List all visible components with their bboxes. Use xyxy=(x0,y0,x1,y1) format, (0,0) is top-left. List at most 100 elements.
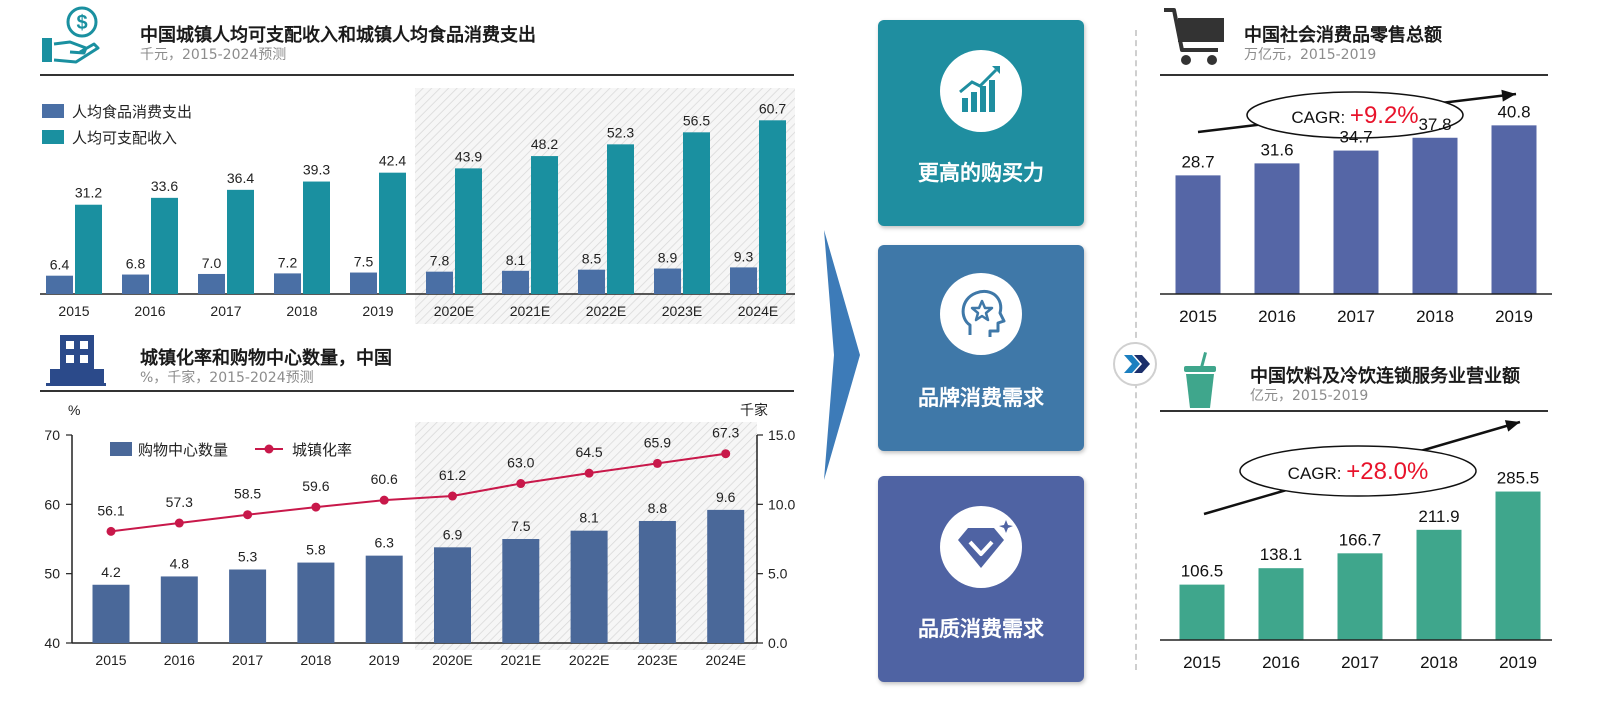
bar-income xyxy=(607,144,634,294)
x-tick-label: 2019 xyxy=(362,303,393,319)
data-label-urbanization: 63.0 xyxy=(507,455,534,471)
x-tick-label: 2016 xyxy=(164,652,195,668)
beverage-data-label: 106.5 xyxy=(1181,562,1224,581)
card-label-purchasing-power: 更高的购买力 xyxy=(918,161,1044,185)
data-label-urbanization: 64.5 xyxy=(575,444,602,460)
x-tick-label: 2015 xyxy=(1179,307,1217,326)
legend-swatch-income xyxy=(42,130,64,144)
data-label-income: 48.2 xyxy=(531,136,558,152)
data-label-urbanization: 65.9 xyxy=(644,434,671,450)
data-label-mall: 4.8 xyxy=(170,555,190,571)
bar-mall-count xyxy=(92,584,130,643)
beverage-bar xyxy=(1416,529,1462,640)
x-tick-label: 2015 xyxy=(58,303,89,319)
x-tick-label: 2016 xyxy=(134,303,165,319)
data-label-food: 7.0 xyxy=(202,255,222,271)
right-y-tick-label: 15.0 xyxy=(768,427,795,443)
bar-income xyxy=(303,181,330,294)
x-tick-label: 2024E xyxy=(738,303,778,319)
bar-income xyxy=(683,132,710,294)
bar-food xyxy=(46,275,73,294)
bar-income xyxy=(759,120,786,294)
panel2-divider xyxy=(40,390,794,392)
data-label-food: 7.8 xyxy=(430,253,450,269)
retail-bar xyxy=(1333,150,1379,294)
beverage-bar xyxy=(1258,568,1304,640)
card-quality-demand: 品质消费需求 xyxy=(878,476,1084,682)
head-star-icon xyxy=(961,290,1006,337)
legend-label-urban: 城镇化率 xyxy=(292,442,352,459)
beverage-data-label: 285.5 xyxy=(1497,469,1540,488)
beverage-data-label: 138.1 xyxy=(1260,545,1303,564)
beverage-bar xyxy=(1495,491,1541,640)
x-tick-label: 2017 xyxy=(1341,653,1379,672)
urbanization-marker xyxy=(652,458,662,468)
urbanization-marker xyxy=(721,449,731,459)
bar-food xyxy=(730,267,757,294)
bar-food xyxy=(350,272,377,294)
x-tick-label: 2022E xyxy=(586,303,626,319)
retail-bar xyxy=(1412,137,1458,294)
bar-mall-count xyxy=(502,539,540,643)
bar-food xyxy=(654,268,681,294)
legend-label-food: 人均食品消费支出 xyxy=(72,104,192,121)
x-tick-label: 2019 xyxy=(1495,307,1533,326)
bar-food xyxy=(426,271,453,294)
retail-data-label: 31.6 xyxy=(1260,140,1293,159)
building-icon xyxy=(46,335,106,386)
diamond-icon xyxy=(958,520,1013,568)
drink-cup-icon xyxy=(1184,352,1216,408)
bar-food xyxy=(578,269,605,294)
panel3-title: 中国社会消费品零售总额 xyxy=(1244,25,1442,46)
cagr-badge xyxy=(1239,445,1477,497)
bar-mall-count xyxy=(297,562,335,643)
data-label-urbanization: 67.3 xyxy=(712,425,739,441)
data-label-mall: 6.9 xyxy=(443,526,463,542)
right-y-tick-label: 0.0 xyxy=(768,635,788,651)
panel1-divider xyxy=(40,74,794,76)
x-tick-label: 2015 xyxy=(1183,653,1221,672)
x-tick-label: 2016 xyxy=(1258,307,1296,326)
data-label-income: 43.9 xyxy=(455,148,482,164)
data-label-food: 7.2 xyxy=(278,254,298,270)
left-y-tick-label: 70 xyxy=(44,427,60,443)
data-label-mall: 8.1 xyxy=(579,510,599,526)
svg-text:$: $ xyxy=(76,12,87,34)
bar-mall-count xyxy=(707,509,745,643)
card-brand-demand: 品牌消费需求 xyxy=(878,245,1084,451)
data-label-urbanization: 59.6 xyxy=(302,478,329,494)
data-label-food: 6.8 xyxy=(126,256,146,272)
urbanization-marker xyxy=(106,526,116,536)
legend-marker-urban xyxy=(264,444,274,454)
x-tick-label: 2018 xyxy=(1420,653,1458,672)
data-label-food: 8.1 xyxy=(506,252,526,268)
bar-income xyxy=(531,156,558,294)
right-arrow-shape xyxy=(824,230,860,480)
bar-income xyxy=(455,168,482,294)
left-y-axis-unit: % xyxy=(68,402,80,418)
x-tick-label: 2020E xyxy=(432,652,472,668)
bar-food xyxy=(198,273,225,294)
bar-income xyxy=(227,189,254,294)
urbanization-line xyxy=(110,452,726,533)
card-label-quality-demand: 品质消费需求 xyxy=(918,617,1044,641)
data-label-income: 39.3 xyxy=(303,162,330,178)
data-label-income: 31.2 xyxy=(75,185,102,201)
beverage-revenue-bar-chart: CAGR: +28.0% 106.5 2015 138.1 2016 166.7 2017 2… xyxy=(1160,420,1552,672)
data-label-income: 60.7 xyxy=(759,100,786,116)
x-tick-label: 2023E xyxy=(637,652,677,668)
x-tick-label: 2017 xyxy=(232,652,263,668)
data-label-urbanization: 57.3 xyxy=(166,494,193,510)
urbanization-marker xyxy=(584,468,594,478)
x-tick-label: 2019 xyxy=(369,652,400,668)
urbanization-marker xyxy=(174,518,184,528)
data-label-urbanization: 56.1 xyxy=(97,502,124,518)
bar-mall-count xyxy=(229,569,267,643)
panel1-title: 中国城镇人均可支配收入和城镇人均食品消费支出 xyxy=(140,25,536,46)
beverage-data-label: 211.9 xyxy=(1418,507,1459,526)
panel1-subtitle: 千元，2015-2024预测 xyxy=(140,47,287,63)
retail-bar xyxy=(1491,125,1537,294)
left-y-tick-label: 50 xyxy=(44,566,60,582)
